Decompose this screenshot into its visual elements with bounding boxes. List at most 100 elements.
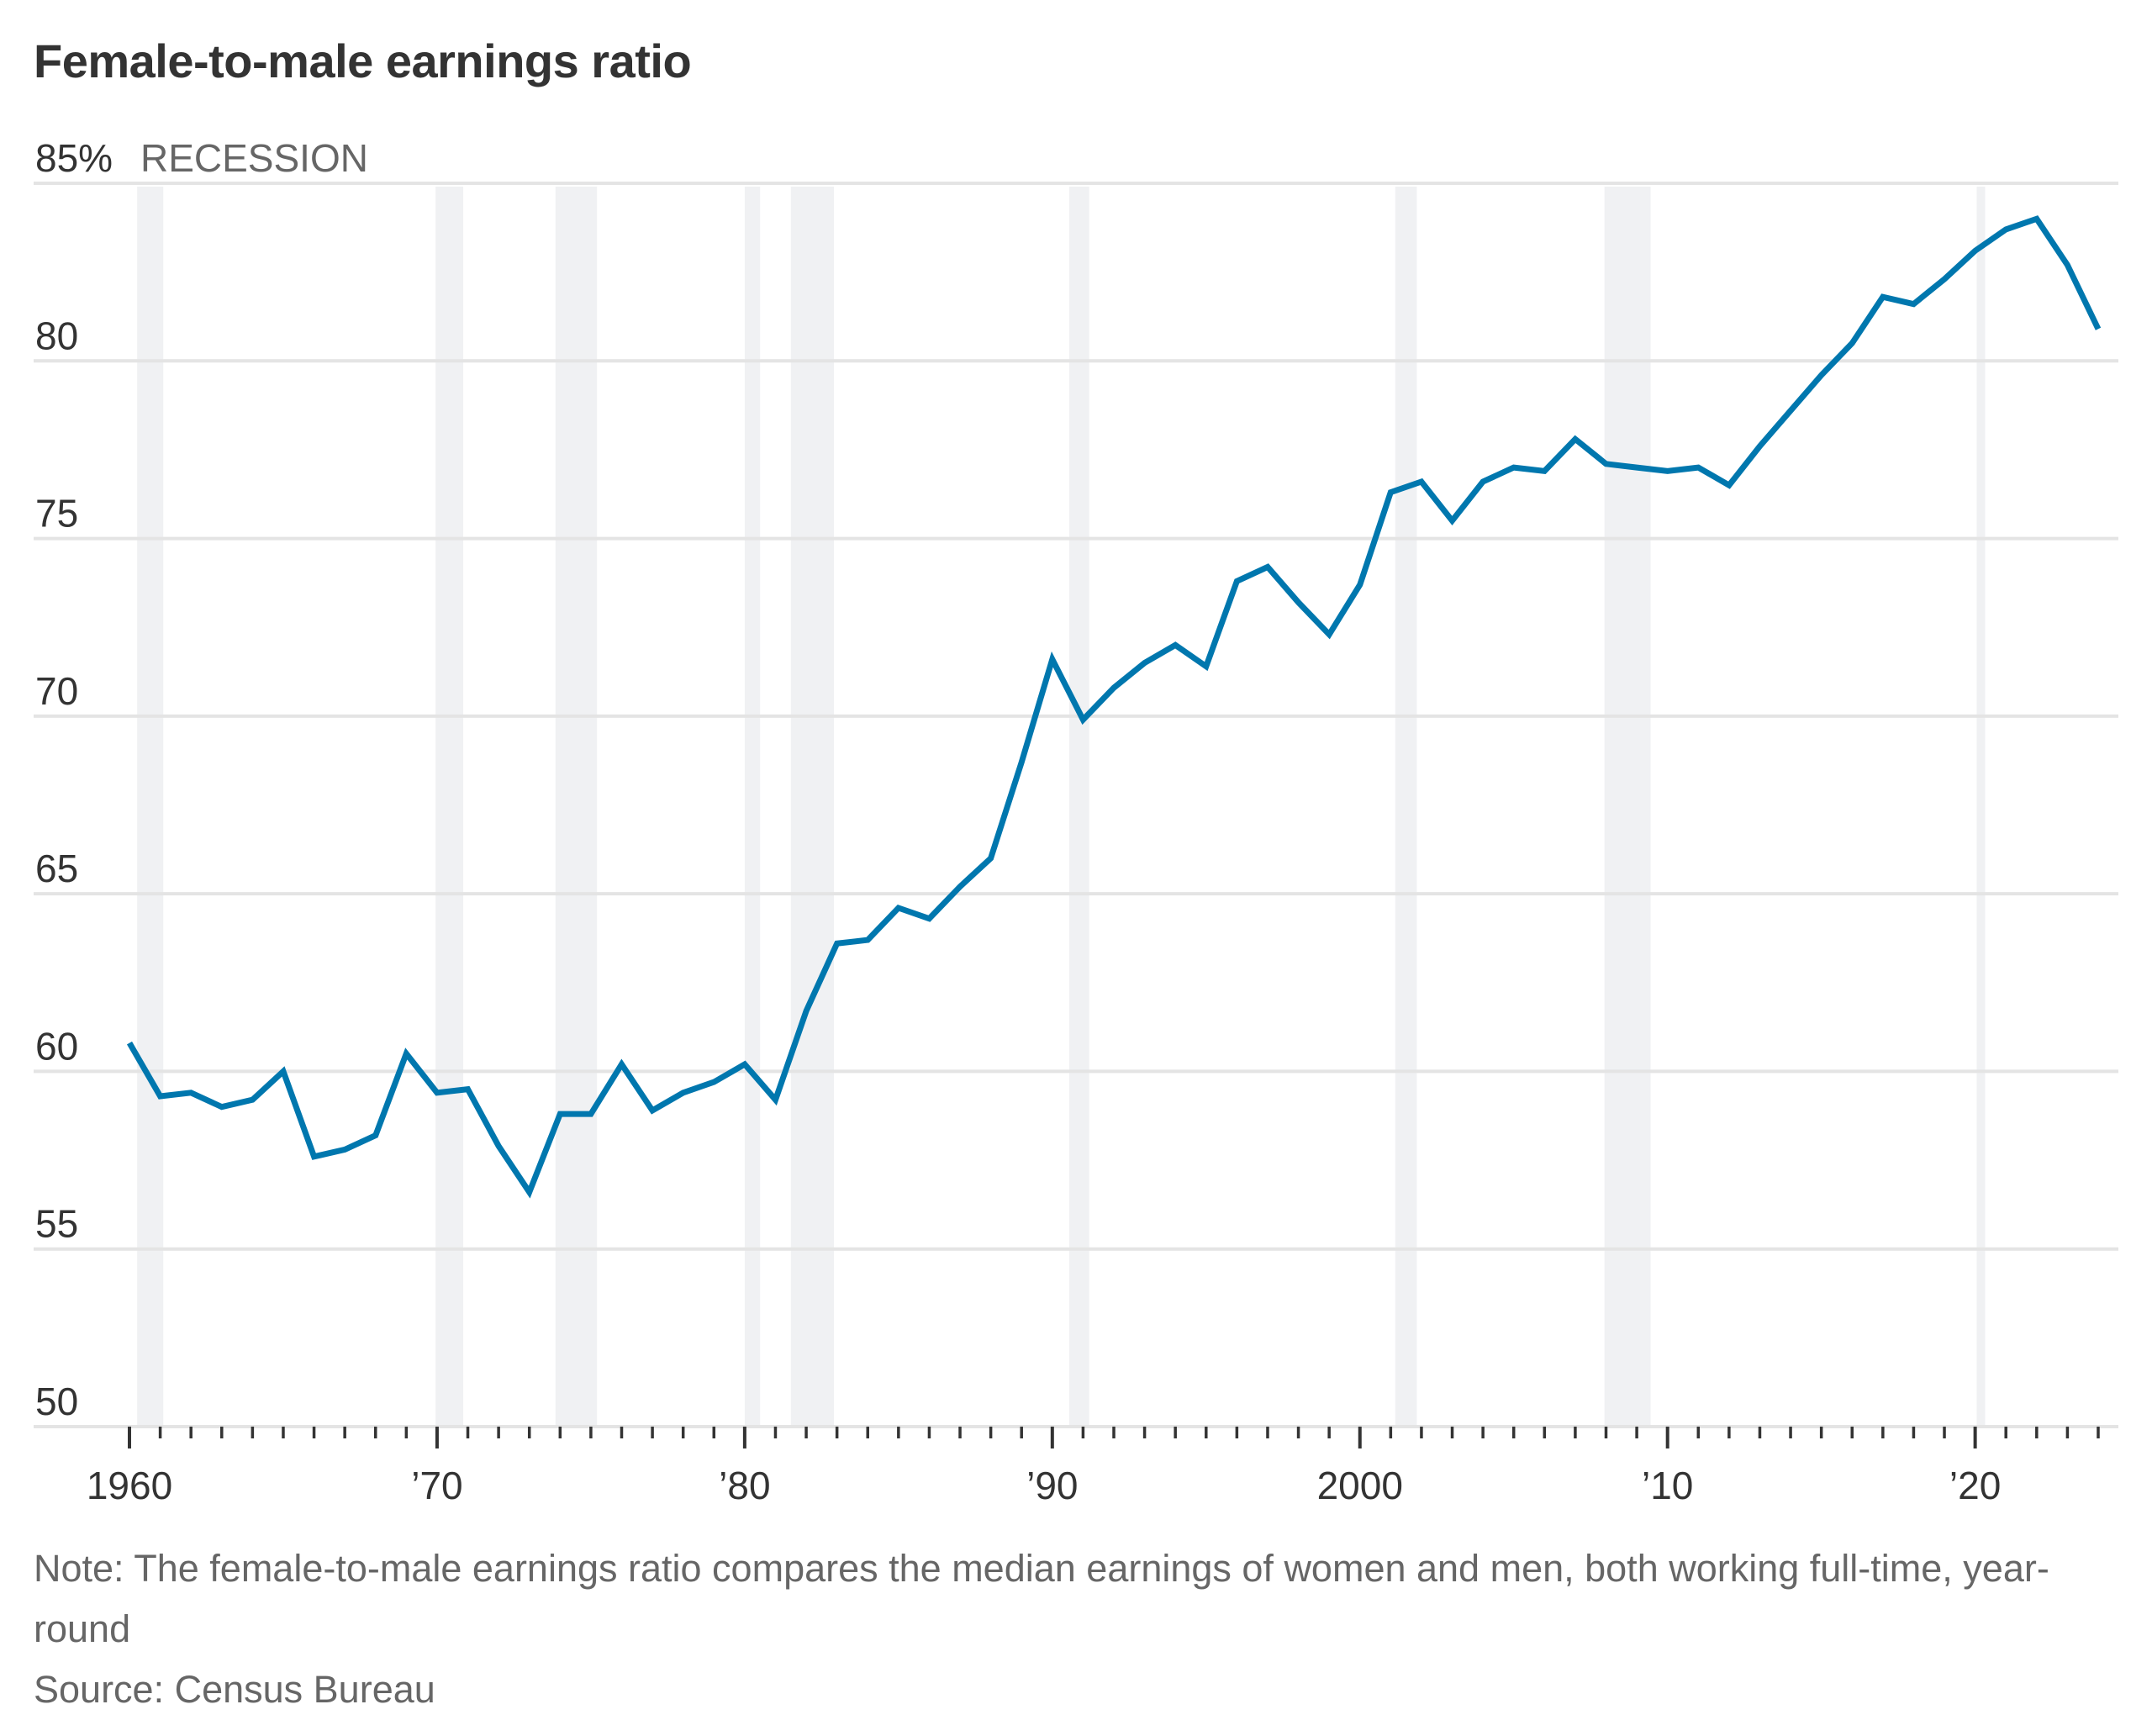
y-tick-label: 60 (35, 1024, 78, 1068)
data-point (157, 1094, 163, 1100)
data-point (127, 1040, 133, 1046)
y-axis-labels: 85% 80 75 70 65 60 55 50 (35, 136, 113, 1423)
data-point (957, 884, 963, 889)
x-axis: 1960 ’70 ’80 ’90 2000 ’10 ’20 (87, 1427, 2100, 1507)
series-line-layer (126, 215, 2102, 1199)
x-tick-label: ’10 (1642, 1464, 1693, 1507)
data-point (1972, 248, 1978, 254)
data-point (1019, 759, 1025, 765)
data-point (1111, 685, 1117, 691)
data-point (1696, 465, 1701, 471)
data-point (1234, 578, 1240, 584)
data-point (1572, 436, 1578, 442)
data-point (2003, 226, 2009, 232)
x-tick-label: ’90 (1026, 1464, 1078, 1507)
y-tick-label: 70 (35, 669, 78, 713)
data-point (1264, 564, 1270, 570)
data-point (1049, 657, 1055, 662)
data-point (1726, 483, 1732, 488)
data-point (1880, 294, 1886, 300)
x-tick-label: 1960 (87, 1464, 172, 1507)
data-point (1664, 468, 1670, 474)
recession-band (1976, 187, 1986, 1427)
data-point (741, 1061, 747, 1067)
y-tick-label: 85% (35, 136, 113, 180)
x-tick-label: ’80 (719, 1464, 770, 1507)
data-point (1142, 660, 1147, 666)
data-point (1480, 478, 1486, 484)
data-point (773, 1097, 778, 1103)
data-point (895, 905, 901, 911)
data-point (280, 1069, 286, 1074)
data-point (1542, 468, 1548, 474)
data-point (496, 1143, 502, 1149)
data-point (926, 915, 932, 921)
data-point (557, 1111, 563, 1117)
data-point (834, 941, 840, 947)
data-point (1818, 372, 1824, 378)
recession-band (555, 187, 598, 1427)
data-point (1603, 461, 1609, 467)
data-point (404, 1051, 409, 1057)
data-point (865, 937, 871, 943)
data-point (1757, 443, 1763, 449)
data-point (188, 1090, 194, 1095)
y-tick-label: 50 (35, 1380, 78, 1423)
data-point (2065, 262, 2070, 268)
x-tick-label: ’70 (411, 1464, 462, 1507)
gridlines (34, 182, 2118, 1428)
data-point (1295, 599, 1301, 605)
data-point (434, 1090, 440, 1095)
data-point (250, 1097, 256, 1103)
data-point (526, 1190, 532, 1195)
series-line (126, 215, 2102, 1199)
chart-source: Source: Census Bureau (34, 1668, 435, 1711)
recession-band (1395, 187, 1417, 1427)
data-point (680, 1090, 686, 1095)
data-point (1942, 277, 1948, 282)
data-point (1849, 340, 1855, 346)
data-point (1203, 663, 1209, 669)
data-point (1173, 642, 1179, 648)
recession-band (137, 187, 164, 1427)
data-point (372, 1132, 378, 1138)
recession-band (744, 187, 761, 1427)
data-point (1788, 408, 1794, 414)
data-point (588, 1111, 593, 1117)
y-tick-label: 75 (35, 492, 78, 536)
chart-footer: Note: The female-to-male earnings ratio … (34, 1538, 2127, 1720)
y-tick-label: 55 (35, 1202, 78, 1246)
data-point (711, 1079, 717, 1085)
recession-band (790, 187, 834, 1427)
recession-bands (137, 187, 1986, 1427)
data-point (619, 1061, 625, 1067)
data-point (988, 855, 994, 861)
data-point (1080, 717, 1086, 723)
x-tick-label: ’20 (1949, 1464, 2001, 1507)
chart-title: Female-to-male earnings ratio (34, 34, 692, 87)
data-point (1911, 301, 1917, 307)
data-point (1388, 489, 1394, 495)
data-point (2096, 326, 2102, 332)
data-point (1357, 582, 1363, 588)
recession-band (1068, 187, 1089, 1427)
recession-band (1604, 187, 1651, 1427)
legend-recession-label: RECESSION (140, 136, 368, 180)
data-point (650, 1107, 656, 1113)
y-tick-label: 80 (35, 314, 78, 357)
y-tick-label: 65 (35, 847, 78, 890)
recession-band (435, 187, 464, 1427)
data-point (1327, 631, 1332, 637)
data-point (311, 1153, 317, 1159)
data-point (2033, 216, 2039, 222)
data-point (1418, 478, 1424, 484)
data-point (219, 1104, 224, 1110)
data-point (1634, 465, 1640, 471)
chart-note: Note: The female-to-male earnings ratio … (34, 1547, 2049, 1650)
data-point (1511, 465, 1516, 471)
x-tick-label: 2000 (1317, 1464, 1403, 1507)
data-point (342, 1147, 348, 1153)
data-point (465, 1086, 471, 1092)
data-point (804, 1008, 810, 1014)
